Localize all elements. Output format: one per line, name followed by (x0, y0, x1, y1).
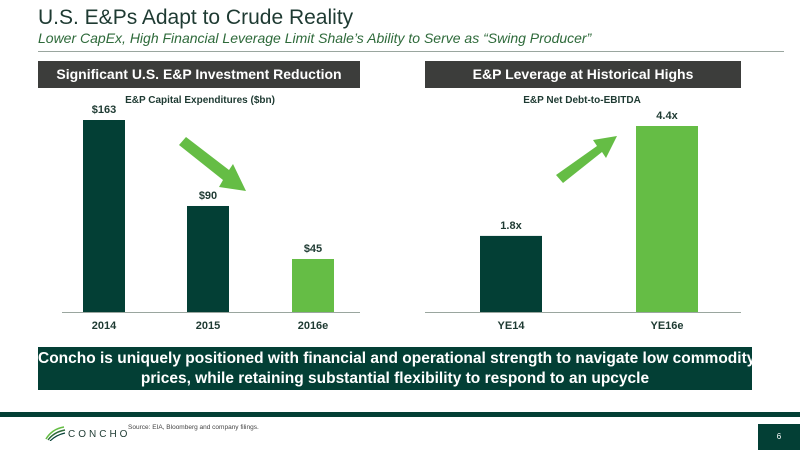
charts-canvas: E&P Capital Expenditures ($bn) $163 2014 $9… (62, 95, 741, 332)
bar-YE16e (636, 126, 698, 312)
title-divider (38, 51, 784, 52)
data-label-YE16e: 4.4x (656, 110, 678, 122)
data-label-YE14: 1.8x (500, 220, 522, 232)
category-label-YE16e: YE16e (650, 320, 683, 332)
chart-title: E&P Net Debt-to-EBITDA (523, 95, 641, 106)
source-note: Source: EIA, Bloomberg and company filin… (128, 424, 259, 431)
page-number: 6 (758, 424, 800, 450)
bar-2016e (292, 258, 334, 312)
callout-banner: Concho is uniquely positioned with finan… (38, 347, 756, 390)
footer-divider (0, 412, 800, 417)
data-label-2014: $163 (92, 104, 116, 116)
callout-line-2: prices, while retaining substantial flex… (140, 370, 650, 387)
concho-logo-icon (45, 426, 66, 441)
capex-chart: E&P Capital Expenditures ($bn) $163 2014 $9… (62, 95, 360, 332)
right-panel-header: E&P Leverage at Historical Highs (425, 61, 741, 88)
leverage-chart: E&P Net Debt-to-EBITDA 1.8x YE14 4.4x YE16e (425, 95, 741, 332)
slide-title: U.S. E&Ps Adapt to Crude Reality (38, 6, 354, 29)
bar-2014 (83, 120, 125, 312)
category-label-2014: 2014 (92, 320, 117, 332)
left-panel-header: Significant U.S. E&P Investment Reductio… (38, 61, 360, 88)
category-label-2015: 2015 (196, 320, 220, 332)
data-label-2016e: $45 (304, 243, 322, 255)
bar-2015 (187, 205, 229, 312)
data-label-2015: $90 (199, 190, 217, 202)
slide-subtitle: Lower CapEx, High Financial Leverage Lim… (38, 30, 592, 46)
logo-wordmark: CONCHO (68, 429, 131, 440)
bar-YE14 (480, 235, 542, 312)
down-arrow-icon (179, 137, 246, 191)
chart-title: E&P Capital Expenditures ($bn) (125, 95, 275, 106)
callout-line-1: Concho is uniquely positioned with finan… (38, 350, 756, 367)
category-label-2016e: 2016e (298, 320, 329, 332)
up-arrow-icon (556, 136, 617, 183)
category-label-YE14: YE14 (498, 320, 526, 332)
